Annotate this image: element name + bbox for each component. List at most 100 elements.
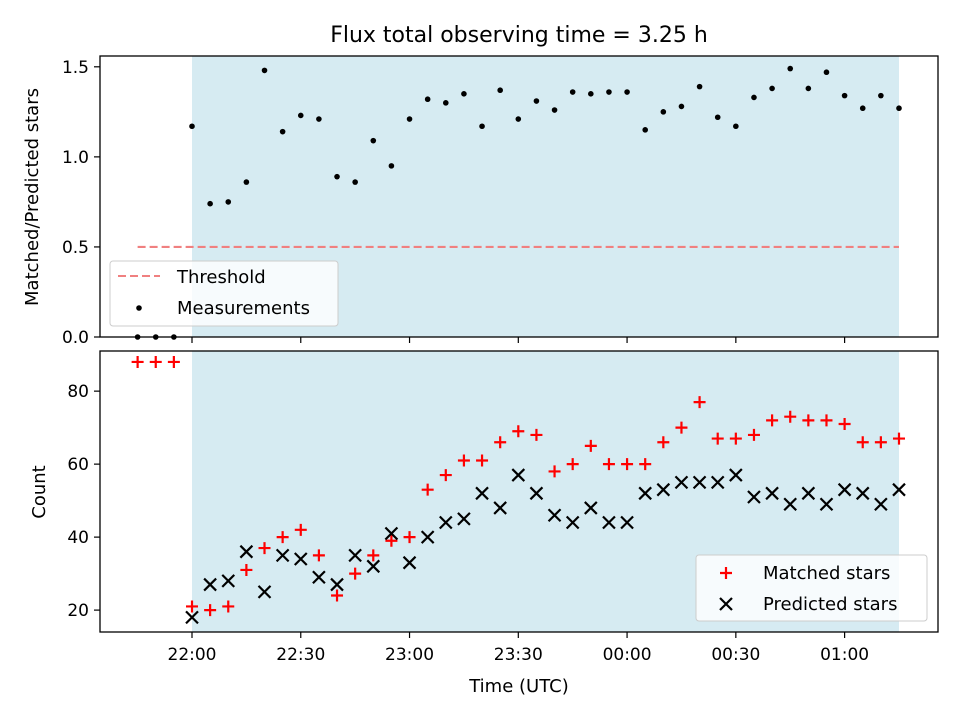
y-tick-label: 80 xyxy=(67,382,89,402)
legend-matched-swatch xyxy=(720,567,732,579)
measurement-point xyxy=(896,105,902,112)
matched-stars-point xyxy=(385,534,398,547)
top-panel: 0.0 0.5 1.0 1.5 Matched/Predicted stars Thr… xyxy=(22,55,939,348)
y-tick-label: 40 xyxy=(67,528,89,548)
matched-stars-point xyxy=(874,436,887,449)
matched-stars-point xyxy=(548,465,561,478)
predicted-stars-point xyxy=(565,515,580,530)
legend-predicted-label: Predicted stars xyxy=(763,594,897,615)
matched-stars-point xyxy=(693,396,706,409)
matched-stars-point xyxy=(512,425,525,438)
axes-frame xyxy=(99,350,939,633)
matched-stars-point xyxy=(349,567,362,580)
predicted-stars-point xyxy=(439,515,453,530)
predicted-stars-point xyxy=(620,515,634,530)
measurement-point xyxy=(569,89,576,95)
measurement-point xyxy=(606,89,612,95)
predicted-stars-point xyxy=(511,468,526,482)
matched-stars-point xyxy=(312,549,325,562)
matched-stars-point xyxy=(186,600,198,613)
top-legend: Threshold Measurements xyxy=(109,260,339,327)
legend-threshold-label: Threshold xyxy=(176,267,266,288)
measurement-point xyxy=(479,123,485,130)
measurement-point xyxy=(624,89,630,95)
x-tick-label: 23:00 xyxy=(385,645,434,665)
predicted-stars-point xyxy=(185,610,199,625)
predicted-stars-point xyxy=(475,486,489,501)
measurement-point xyxy=(316,116,322,122)
measurement-point xyxy=(297,112,304,119)
measurement-point xyxy=(551,107,558,113)
matched-stars-point xyxy=(784,410,797,423)
measurement-point xyxy=(714,114,721,121)
legend-box xyxy=(695,554,928,622)
predicted-stars-point xyxy=(384,526,399,541)
matched-stars-point xyxy=(476,454,489,467)
x-tick-label: 22:00 xyxy=(168,645,217,665)
predicted-stars-point xyxy=(203,577,217,592)
matched-stars-point xyxy=(530,428,543,441)
predicted-stars-point xyxy=(892,482,906,497)
legend-predicted-swatch xyxy=(719,597,733,611)
x-axis-label: Time (UTC) xyxy=(468,676,569,697)
matched-stars-point xyxy=(457,454,470,467)
matched-stars-point xyxy=(331,589,344,602)
matched-stars-point xyxy=(222,600,235,613)
measurement-point xyxy=(696,83,703,90)
matched-stars-point xyxy=(167,355,180,368)
predicted-stars-point xyxy=(874,497,888,512)
measurement-point xyxy=(279,128,286,135)
measurement-point xyxy=(805,85,812,92)
matched-stars-point xyxy=(711,432,724,445)
y-tick-label: 1.5 xyxy=(62,58,89,78)
matched-stars-point xyxy=(439,469,452,482)
predicted-stars-point xyxy=(312,570,326,585)
x-tick-label: 01:00 xyxy=(820,645,869,665)
bottom-legend: Matched stars Predicted stars xyxy=(695,554,928,622)
legend-measurements-label: Measurements xyxy=(177,298,310,319)
predicted-stars-point xyxy=(674,475,689,490)
measurement-point xyxy=(642,127,648,133)
measurement-point xyxy=(370,137,377,144)
measurement-point xyxy=(424,96,431,103)
measurement-point xyxy=(823,69,830,76)
legend-measurements-swatch xyxy=(136,305,142,311)
predicted-stars-point xyxy=(493,501,507,515)
matched-stars-point xyxy=(367,549,380,562)
matched-stars-point xyxy=(276,531,289,544)
measurement-point xyxy=(751,94,757,101)
predicted-stars-point xyxy=(221,574,236,588)
predicted-stars-point xyxy=(366,559,381,574)
predicted-stars-point xyxy=(275,548,290,563)
bottom-panel: 20 40 60 80 22:00 22:30 23:00 23:30 00:00 00:30 01… xyxy=(29,350,939,665)
y-tick-label: 1.0 xyxy=(62,148,89,168)
axes-frame xyxy=(99,55,939,338)
measurement-point xyxy=(769,85,775,92)
measurement-point xyxy=(388,163,395,169)
matched-stars-point xyxy=(258,542,271,555)
matched-stars-point xyxy=(729,432,742,445)
matched-stars-point xyxy=(802,414,815,427)
measurement-point xyxy=(588,91,594,97)
y-tick-label: 0.0 xyxy=(62,328,89,348)
matched-stars-point xyxy=(566,458,579,471)
x-tick-label: 22:30 xyxy=(276,645,325,665)
measurement-point xyxy=(533,98,540,104)
predicted-stars-point xyxy=(819,497,834,512)
predicted-stars-point xyxy=(529,486,544,501)
matched-stars-point xyxy=(602,458,615,471)
measurement-point xyxy=(406,116,413,122)
predicted-stars-point xyxy=(457,512,471,526)
y-tick-label: 20 xyxy=(67,601,89,621)
measurement-point xyxy=(515,116,522,122)
x-tick-label: 00:00 xyxy=(603,645,652,665)
measurement-point xyxy=(225,199,232,205)
measurement-point xyxy=(859,105,866,112)
top-ylabel: Matched/Predicted stars xyxy=(22,88,43,306)
matched-stars-point xyxy=(856,436,869,449)
predicted-stars-point xyxy=(765,486,779,501)
measurement-point xyxy=(461,91,467,97)
measurement-point xyxy=(189,123,195,130)
matched-stars-point xyxy=(403,531,416,544)
matched-stars-point xyxy=(820,414,833,427)
